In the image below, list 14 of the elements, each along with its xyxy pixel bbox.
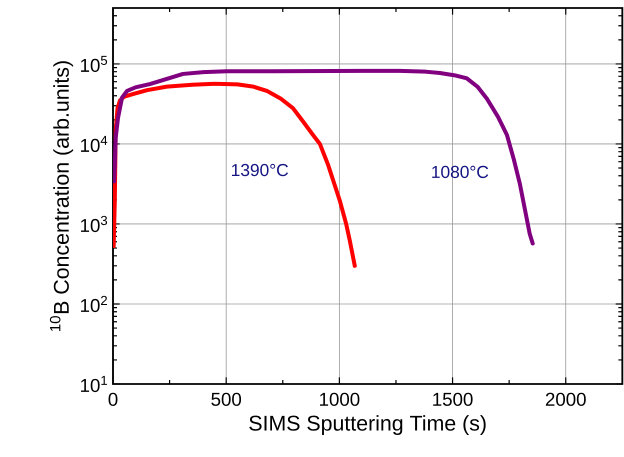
y-axis-title: $^{10}$B Concentration (arb.units) <box>50 61 74 331</box>
x-tick-label: 500 <box>211 392 242 406</box>
x-tick-label: 0 <box>108 392 118 406</box>
x-axis-title: SIMS Sputtering Time (s) <box>249 415 486 435</box>
x-tick-label: 2000 <box>546 392 586 406</box>
y-tick-label: 10$^{4}$ <box>81 136 108 152</box>
x-tick-label: 1000 <box>320 392 360 406</box>
y-tick-label: 10$^{3}$ <box>81 216 108 232</box>
annotation: 1080°C <box>432 166 488 178</box>
y-tick-label: 10$^{2}$ <box>81 296 107 312</box>
y-tick-label: 10$^{1}$ <box>81 376 107 392</box>
annotation: 1390°C <box>232 164 288 176</box>
x-tick-label: 1500 <box>433 392 473 406</box>
y-tick-label: 10$^{5}$ <box>81 56 108 72</box>
